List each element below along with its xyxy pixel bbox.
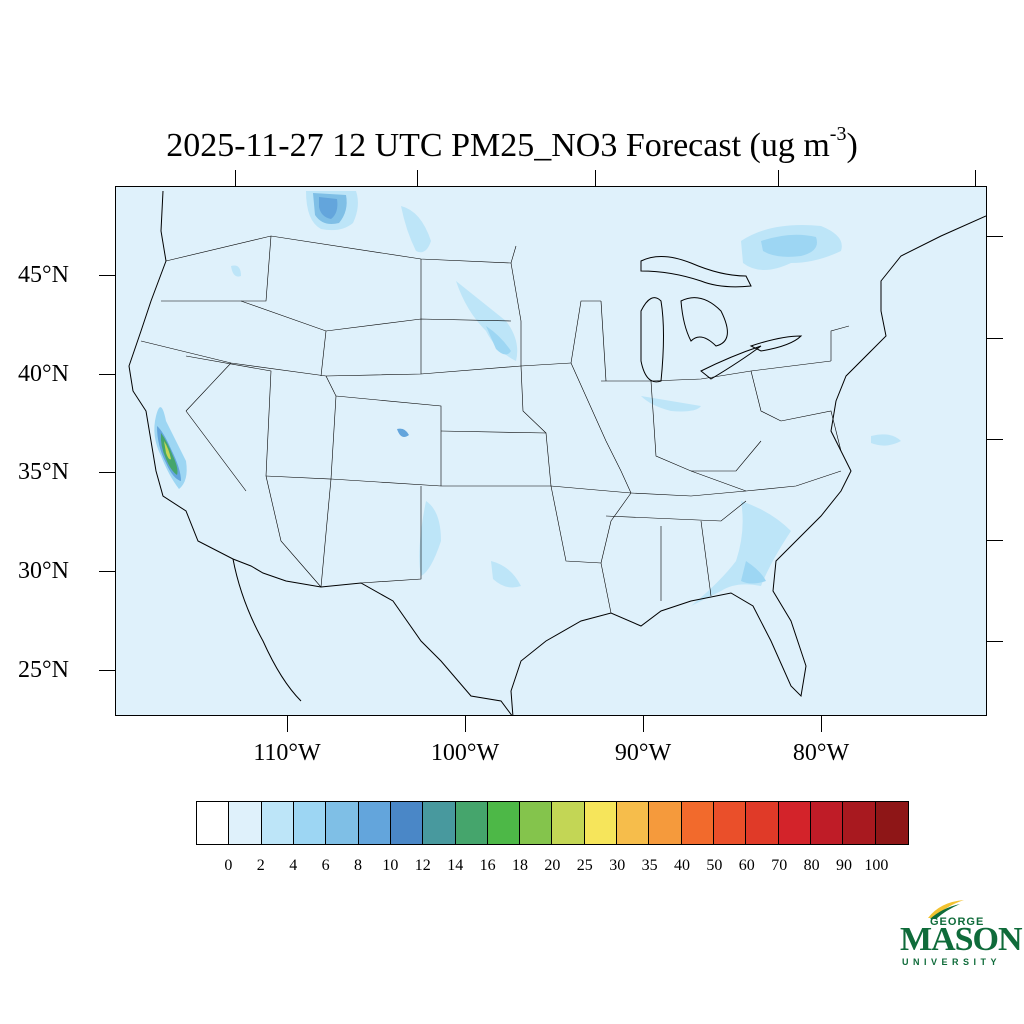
lon-label-110w: 110°W [253, 740, 321, 766]
colorbar-swatch [229, 802, 262, 844]
colorbar-level-label: 80 [803, 857, 820, 874]
top-tick [595, 170, 596, 186]
logo-line-mason: MASON [900, 921, 1023, 958]
colorbar-swatch [197, 802, 230, 844]
concentration-plumes [154, 191, 901, 606]
colorbar-swatch [520, 802, 553, 844]
left-tick [99, 275, 115, 276]
colorbar-swatch [390, 802, 424, 844]
conus-map [116, 187, 986, 715]
logo-line-university: UNIVERSITY [902, 957, 1002, 967]
george-mason-logo: GEORGE MASON UNIVERSITY [896, 898, 1023, 968]
bottom-tick [821, 716, 822, 732]
right-tick [987, 439, 1003, 440]
colorbar-swatch [778, 802, 811, 844]
colorbar-swatch [552, 802, 585, 844]
lat-label-30n: 30°N [18, 558, 69, 584]
logo-swoosh-icon [928, 900, 964, 919]
colorbar-level-label: 25 [576, 857, 593, 874]
chart-title: 2025-11-27 12 UTC PM25_NO3 Forecast (ug … [0, 112, 1024, 168]
title-superscript: -3 [829, 123, 847, 145]
left-tick [99, 472, 115, 473]
colorbar-level-label: 8 [354, 857, 362, 874]
colorbar-swatch [875, 802, 908, 844]
top-tick [235, 170, 236, 186]
colorbar-swatch [649, 802, 682, 844]
state-boundaries [140, 235, 872, 614]
colorbar-level-label: 14 [447, 857, 464, 874]
bottom-tick [287, 716, 288, 732]
colorbar-swatch [746, 802, 779, 844]
colorbar-level-label: 70 [771, 857, 788, 874]
colorbar-swatch [261, 802, 294, 844]
colorbar [196, 801, 909, 845]
lon-label-100w: 100°W [430, 740, 500, 766]
left-tick [99, 374, 115, 375]
left-tick [99, 571, 115, 572]
top-tick [975, 170, 976, 186]
top-tick [417, 170, 418, 186]
colorbar-level-label: 12 [414, 857, 431, 874]
colorbar-level-label: 18 [512, 857, 528, 874]
colorbar-level-label: 60 [738, 857, 755, 874]
right-tick [987, 338, 1003, 339]
colorbar-swatch [584, 802, 618, 844]
colorbar-swatch [681, 802, 714, 844]
colorbar-level-label: 90 [836, 857, 852, 874]
map-panel [115, 186, 987, 716]
colorbar-level-label: 10 [382, 857, 399, 874]
colorbar-level-label: 50 [706, 857, 723, 874]
colorbar-level-label: 4 [289, 857, 298, 874]
colorbar-level-label: 16 [479, 857, 496, 874]
colorbar-swatch [810, 802, 844, 844]
colorbar-swatch [293, 802, 327, 844]
colorbar-swatch [487, 802, 521, 844]
colorbar-level-label: 6 [321, 857, 330, 874]
right-tick [987, 236, 1003, 237]
title-close: ) [846, 127, 858, 164]
top-tick [778, 170, 779, 186]
colorbar-level-label: 30 [609, 857, 626, 874]
colorbar-swatch [617, 802, 650, 844]
colorbar-level-label: 20 [544, 857, 561, 874]
lat-label-35n: 35°N [18, 459, 69, 485]
colorbar-swatch [358, 802, 391, 844]
colorbar-swatch [455, 802, 488, 844]
bottom-tick [643, 716, 644, 732]
logo-line-george: GEORGE [930, 916, 985, 928]
colorbar-level-label: 2 [256, 857, 265, 874]
colorbar-swatch [843, 802, 876, 844]
title-main: 2025-11-27 12 UTC PM25_NO3 Forecast (ug … [166, 127, 830, 164]
lon-label-80w: 80°W [792, 740, 850, 766]
colorbar-level-label: 0 [224, 857, 233, 874]
colorbar-swatch [326, 802, 359, 844]
colorbar-level-label: 100 [864, 857, 889, 874]
right-tick [987, 641, 1003, 642]
colorbar-level-label: 35 [641, 857, 658, 874]
left-tick [99, 670, 115, 671]
colorbar-level-label: 40 [674, 857, 690, 874]
lat-label-40n: 40°N [18, 361, 69, 387]
lat-label-25n: 25°N [18, 657, 69, 683]
right-tick [987, 540, 1003, 541]
colorbar-swatch [714, 802, 747, 844]
lon-label-90w: 90°W [614, 740, 672, 766]
colorbar-swatch [423, 802, 456, 844]
bottom-tick [465, 716, 466, 732]
lat-label-45n: 45°N [18, 262, 69, 288]
coastline [128, 190, 986, 715]
